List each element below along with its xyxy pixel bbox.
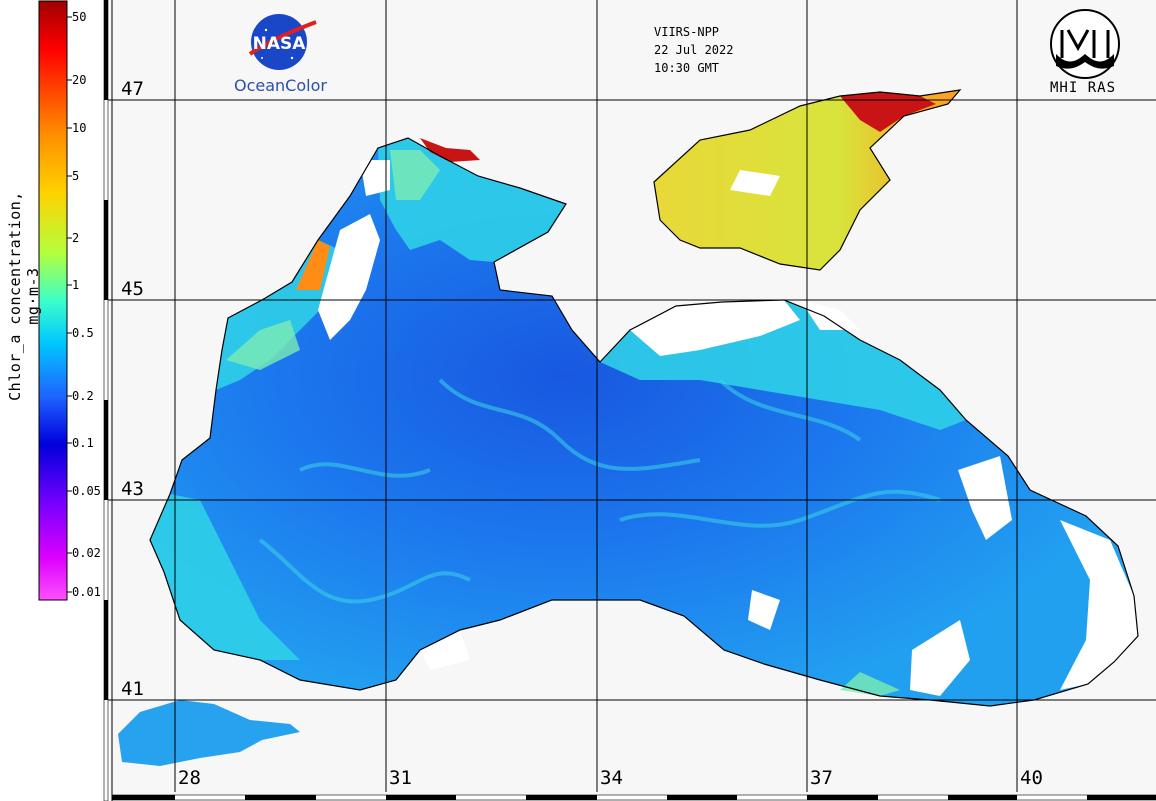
coastline: [149, 137, 1139, 707]
svg-text:NASA: NASA: [253, 34, 307, 54]
azov-hot-spot: [840, 92, 936, 132]
colorbar-tick-label: 0.02: [72, 546, 101, 560]
colorbar-title: Chlor_a concentration, mg·m-3: [6, 191, 42, 401]
cloud-gaps: [318, 160, 1138, 696]
sensor-name: VIIRS-NPP: [654, 25, 720, 39]
azov-coastline: [653, 89, 962, 271]
longitude-label: 37: [810, 767, 833, 789]
sea-of-marmara: [118, 700, 300, 766]
longitude-label: 34: [600, 767, 623, 789]
colorbar-tick-label: 1: [72, 278, 80, 292]
colorbar-tick-label: 0.5: [72, 326, 94, 340]
nasa-logo: NASA: [248, 14, 317, 70]
left-scale-bar: [103, 0, 109, 801]
colorbar-tick-label: 2: [72, 231, 80, 245]
danube-bloom: [296, 240, 330, 290]
latitude-label: 45: [121, 278, 144, 300]
acquisition-time: 10:30 GMT: [654, 61, 720, 75]
longitude-label: 28: [178, 767, 201, 789]
image-header: VIIRS-NPP 22 Jul 2022 10:30 GMT: [654, 23, 733, 77]
eddy-filaments: [258, 378, 941, 604]
colorbar-tick-label: 0.2: [72, 389, 94, 403]
colorbar-tick-label: 0.1: [72, 436, 94, 450]
longitude-label: 31: [389, 767, 412, 789]
latitude-label: 41: [121, 678, 144, 700]
colorbar-tick-label: 50: [72, 10, 87, 24]
oceancolor-label: OceanColor: [234, 76, 327, 95]
colorbar-tick-label: 10: [72, 121, 87, 135]
colorbar-ticks: [67, 16, 72, 593]
black-sea: [150, 138, 1138, 706]
nw-shelf-hot-spot: [420, 138, 480, 162]
graticule: [108, 0, 1156, 801]
colorbar-tick-label: 0.05: [72, 484, 101, 498]
acquisition-date: 22 Jul 2022: [654, 43, 734, 57]
shelf-bloom: [226, 150, 900, 696]
mhi-ras-logo: [1050, 9, 1120, 79]
latitude-label: 43: [121, 478, 144, 500]
longitude-label: 40: [1020, 767, 1043, 789]
colorbar-tick-label: 20: [72, 73, 87, 87]
mhi-ras-label: MHI RAS: [1050, 80, 1117, 96]
colorbar-tick-label: 5: [72, 169, 80, 183]
latitude-label: 47: [121, 78, 144, 100]
colorbar: [38, 0, 68, 601]
bottom-scale-bar: [111, 794, 1156, 801]
colorbar-tick-label: 0.01: [72, 585, 101, 599]
